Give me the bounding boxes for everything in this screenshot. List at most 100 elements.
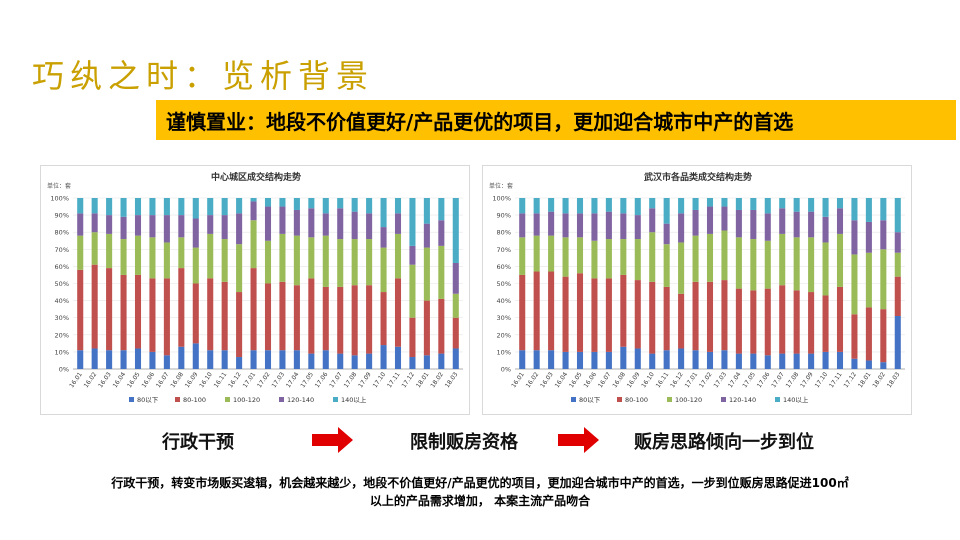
bar-segment: [423, 355, 430, 369]
bar-segment: [134, 215, 142, 236]
x-tick-label: 17.07: [328, 371, 344, 389]
bar-segment: [120, 239, 127, 275]
bar-segment: [576, 213, 584, 238]
summary-line-1: 行政干预，转变市场贩买逡辑，机会越来越少，地段不价值更好/产品更优的项目，更加迎…: [111, 476, 849, 490]
bar-segment: [91, 198, 98, 214]
bar-segment: [548, 198, 555, 212]
bar-segment: [409, 317, 416, 358]
bar-segment: [337, 198, 344, 209]
bar-segment: [721, 198, 728, 207]
bar-segment: [793, 290, 800, 354]
bar-segment: [409, 198, 416, 246]
bar-segment: [380, 292, 387, 346]
x-tick-label: 17.09: [799, 371, 815, 389]
bar-segment: [380, 227, 387, 248]
bar-segment: [663, 223, 670, 245]
x-tick-label: 17.10: [372, 371, 388, 389]
legend-swatch: [279, 397, 284, 402]
x-tick-label: 16.04: [554, 371, 570, 389]
legend-swatch: [617, 397, 622, 402]
bar-segment: [380, 345, 387, 369]
bar-segment: [394, 346, 402, 369]
x-tick-label: 17.02: [256, 371, 272, 389]
x-tick-label: 17.09: [357, 371, 373, 389]
bar-segment: [452, 293, 459, 318]
bar-segment: [678, 348, 685, 369]
arrow-right-icon: [558, 427, 599, 453]
bar-segment: [576, 237, 584, 274]
bar-segment: [91, 232, 98, 265]
x-tick-label: 16.09: [184, 371, 200, 389]
x-tick-label: 16.09: [626, 371, 642, 389]
bar-segment: [605, 211, 612, 240]
x-tick-label: 16.07: [597, 371, 613, 389]
bar-segment: [308, 278, 315, 354]
bar-segment: [163, 355, 170, 369]
legend-label: 100-120: [675, 396, 702, 404]
bar-segment: [366, 285, 373, 354]
bar-segment: [865, 307, 872, 361]
legend-label: 80-100: [625, 396, 648, 404]
bar-segment: [533, 235, 540, 272]
bar-segment: [438, 353, 445, 369]
bar-segment: [562, 237, 569, 277]
bar-segment: [620, 346, 627, 369]
y-tick-label: 30%: [55, 314, 69, 322]
x-tick-label: 17.03: [712, 371, 728, 389]
bar-segment: [576, 351, 584, 369]
x-tick-label: 17.05: [741, 371, 757, 389]
bar-segment: [236, 244, 243, 293]
bar-segment: [706, 198, 714, 207]
y-tick-label: 70%: [497, 246, 511, 254]
bar-segment: [779, 198, 786, 209]
bar-segment: [779, 208, 786, 234]
bar-segment: [264, 240, 272, 284]
bar-segment: [192, 247, 199, 284]
bar-segment: [134, 198, 142, 216]
x-tick-label: 18.02: [429, 371, 445, 389]
legend-label: 120-140: [287, 396, 314, 404]
bar-segment: [149, 278, 156, 352]
bar-segment: [149, 351, 156, 369]
bar-segment: [337, 353, 344, 369]
bar-segment: [779, 353, 786, 369]
bar-segment: [264, 283, 272, 351]
bar-segment: [106, 198, 113, 216]
bar-segment: [591, 351, 598, 369]
bar-segment: [77, 213, 84, 236]
bar-segment: [562, 213, 569, 238]
bar-segment: [706, 281, 714, 352]
bar-segment: [692, 281, 699, 351]
bar-segment: [236, 292, 243, 358]
x-tick-label: 17.06: [314, 371, 330, 389]
bar-segment: [221, 215, 228, 240]
chart-unit-label: 单位：套: [489, 182, 513, 190]
bar-segment: [851, 254, 858, 315]
bar-segment: [649, 353, 656, 369]
headline-banner-text: 谨慎置业：地段不价值更好/产品更优的项目，更加迎合城市中产的首选: [166, 109, 794, 134]
y-tick-label: 90%: [55, 212, 69, 220]
bar-segment: [605, 351, 612, 369]
x-tick-label: 17.12: [842, 371, 858, 389]
bar-segment: [808, 353, 815, 369]
bar-segment: [192, 198, 199, 219]
x-tick-label: 16.08: [611, 371, 627, 389]
bar-segment: [452, 262, 459, 294]
bar-segment: [293, 285, 300, 351]
chart-central-district: 中心城区成交结构走势 单位：套 0% 10% 20% 30% 40% 50% 60% 70% 80%…: [40, 165, 470, 415]
x-tick-label: 16.04: [112, 371, 128, 389]
x-tick-label: 17.11: [828, 371, 844, 389]
bar-segment: [438, 298, 445, 354]
bar-segment: [264, 350, 272, 369]
chart-title: 中心城区成交结构走势: [211, 171, 301, 183]
bar-segment: [351, 198, 358, 212]
x-tick-label: 17.03: [270, 371, 286, 389]
bar-segment: [163, 215, 170, 243]
x-tick-label: 18.03: [886, 371, 902, 389]
legend-label: 100-120: [233, 396, 260, 404]
x-tick-label: 17.08: [785, 371, 801, 389]
bar-segment: [894, 315, 901, 369]
bar-segment: [880, 198, 887, 221]
x-tick-label: 18.02: [871, 371, 887, 389]
bar-segment: [764, 198, 771, 214]
